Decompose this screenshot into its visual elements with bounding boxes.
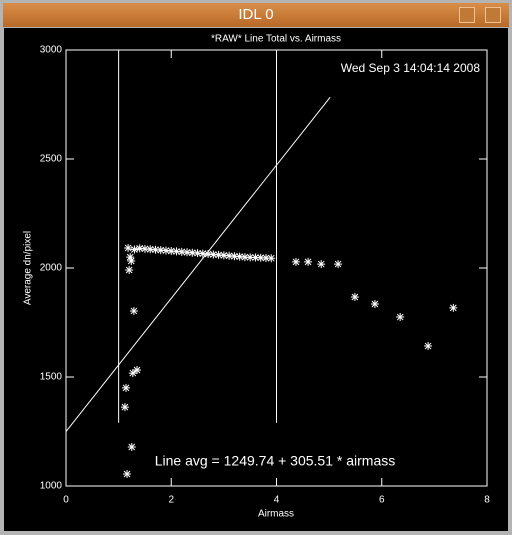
data-point [350,292,359,301]
maximize-button[interactable] [485,7,501,23]
fit-line [65,96,331,432]
data-point [396,313,405,322]
data-point [127,442,136,451]
data-point [177,247,186,256]
data-point [125,265,134,274]
data-point [123,470,132,479]
data-point [183,248,192,257]
data-point [124,243,133,252]
data-point [129,306,138,315]
data-point [209,250,218,259]
data-point [156,246,165,255]
data-point [167,246,176,255]
data-point [140,244,149,253]
y-tick-label: 2500 [40,154,63,165]
timestamp: Wed Sep 3 14:04:14 2008 [341,61,481,75]
y-tick-label: 1000 [40,481,63,492]
data-point [449,303,458,312]
data-point [126,253,135,262]
data-point [193,249,202,258]
data-point [370,299,379,308]
data-point [291,257,300,266]
y-tick-label: 2000 [40,263,63,274]
data-point [304,257,313,266]
chart: *RAW* Line Total vs. Airmass Wed Sep 3 1… [4,28,508,531]
data-point [251,253,260,262]
data-point [261,253,270,262]
chart-title: *RAW* Line Total vs. Airmass [211,34,341,45]
data-point [161,246,170,255]
data-point [121,383,130,392]
data-point [146,245,155,254]
data-point [256,253,265,262]
plot-background [4,28,508,531]
data-point [133,366,142,375]
data-point [135,244,144,253]
y-axis-label: Average dn/pixel [23,231,34,305]
data-point [225,251,234,260]
x-tick-label: 2 [168,495,174,506]
data-point [127,257,136,266]
data-point [246,253,255,262]
window-title: IDL 0 [238,6,274,23]
minimize-button[interactable] [459,7,475,23]
data-point [235,252,244,261]
x-tick-label: 8 [484,495,490,506]
y-tick-label: 1500 [40,372,63,383]
data-point [334,260,343,269]
data-point [219,251,228,260]
data-point [317,260,326,269]
data-point [198,249,207,258]
x-tick-label: 4 [274,495,280,506]
data-point [424,342,433,351]
data-point [172,247,181,256]
x-axis-label: Airmass [258,509,294,520]
data-point [204,250,213,259]
x-tick-label: 0 [63,495,69,506]
data-point [120,403,129,412]
data-point [240,253,249,262]
data-point [128,369,137,378]
y-tick-label: 3000 [40,45,63,56]
data-point [130,245,139,254]
data-point [267,254,276,263]
x-tick-label: 6 [379,495,385,506]
title-bar: IDL 0 [3,3,509,27]
data-point [214,250,223,259]
data-point [188,248,197,257]
fit-annotation: Line avg = 1249.74 + 305.51 * airmass [155,453,396,469]
data-point [151,245,160,254]
data-point [230,252,239,261]
